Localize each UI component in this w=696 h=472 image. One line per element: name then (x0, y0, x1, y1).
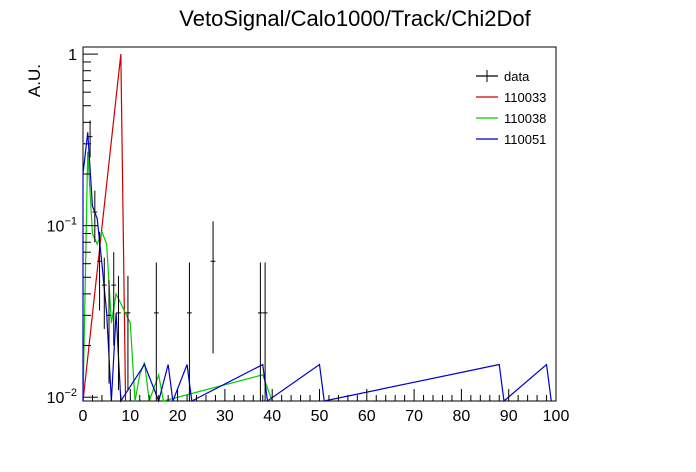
y-tick-label: 10−2 (47, 387, 77, 407)
data-point (153, 262, 159, 401)
legend-entry-110038: 110038 (476, 111, 546, 126)
data-point (210, 221, 216, 354)
histogram-bin (547, 365, 552, 401)
histogram-bin (130, 323, 135, 401)
legend-entry-110051: 110051 (476, 132, 546, 147)
series-110033 (82, 54, 127, 402)
histogram-110038 (82, 151, 273, 402)
y-tick-label: 10−1 (47, 216, 77, 236)
data-point (125, 275, 131, 391)
histogram-bin (83, 174, 88, 401)
series-data (87, 120, 268, 401)
data-point (97, 231, 102, 311)
data-point (87, 120, 93, 158)
legend: data 110033 110038 110051 (476, 69, 546, 147)
plot-frame (82, 46, 557, 402)
legend-label: 110038 (504, 111, 546, 126)
data-point (92, 190, 98, 243)
data-point (187, 262, 192, 401)
histogram-bin (320, 365, 325, 401)
x-tick-label: 50 (311, 408, 329, 425)
x-tick-label: 20 (169, 408, 187, 425)
data-point (262, 262, 268, 401)
legend-label: 110033 (504, 90, 546, 105)
histogram-110051 (82, 132, 552, 403)
data-point (116, 275, 121, 391)
data-point (106, 280, 112, 384)
histogram-bin (121, 294, 126, 401)
legend-entry-data: data (476, 69, 530, 84)
histogram-bin (144, 365, 149, 401)
series-110051 (82, 132, 552, 403)
x-tick-label: 0 (79, 408, 88, 425)
x-tick-label: 40 (263, 408, 281, 425)
histogram-bin (168, 365, 173, 401)
histogram-bin (267, 375, 272, 401)
x-tick-label: 90 (500, 408, 518, 425)
data-point (258, 262, 263, 401)
legend-label: 110051 (504, 132, 546, 147)
x-tick-label: 100 (543, 408, 570, 425)
y-axis-label: A.U. (25, 64, 44, 97)
chart-title: VetoSignal/Calo1000/Track/Chi2Dof (179, 6, 531, 31)
data-point (111, 252, 117, 346)
series-110038 (82, 151, 273, 402)
legend-label: data (504, 69, 530, 84)
y-tick-label: 1 (68, 47, 77, 64)
data-point (101, 257, 107, 329)
legend-entry-110033: 110033 (476, 90, 546, 105)
x-tick-label: 10 (121, 408, 139, 425)
x-tick-label: 30 (216, 408, 234, 425)
x-tick-label: 60 (358, 408, 376, 425)
x-tick-label: 80 (453, 408, 471, 425)
histogram-bin (88, 132, 93, 401)
histogram-bin (140, 375, 145, 401)
histogram-110033 (82, 54, 127, 402)
x-tick-label: 70 (405, 408, 423, 425)
histogram-bin (149, 365, 154, 401)
histogram-bin (499, 365, 504, 401)
